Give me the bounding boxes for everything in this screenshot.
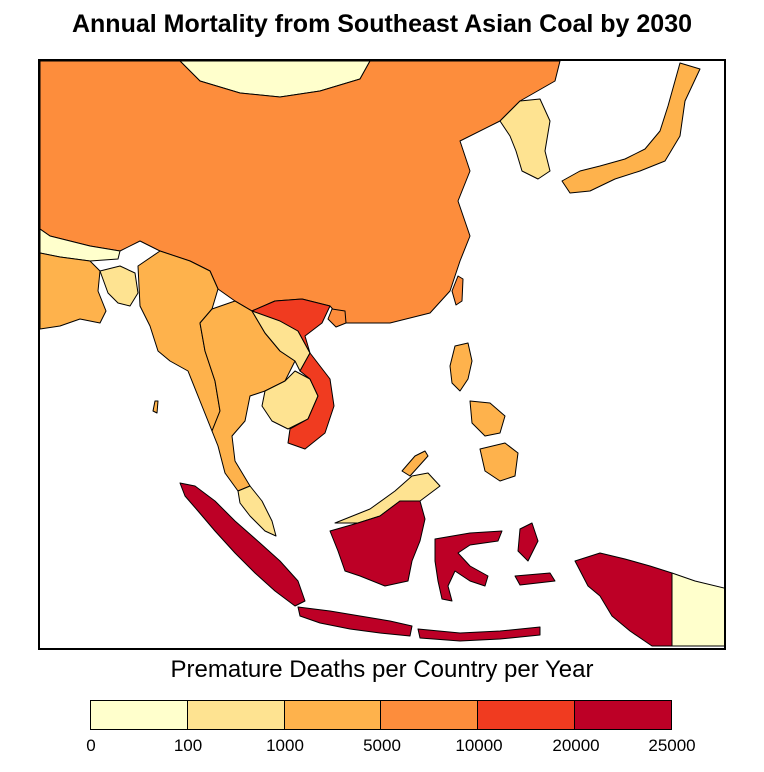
region-hainan xyxy=(327,308,347,328)
region-mindanao xyxy=(479,442,519,482)
region-korea xyxy=(499,98,551,180)
map-title: Annual Mortality from Southeast Asian Co… xyxy=(71,10,693,38)
region-india-east xyxy=(40,252,107,330)
region-malaysia-peninsula xyxy=(237,485,277,537)
map-frame xyxy=(38,59,726,650)
region-papua-new-guinea xyxy=(671,572,724,647)
choropleth-map xyxy=(40,61,724,647)
legend-title: Premature Deaths per Country per Year xyxy=(170,656,594,683)
region-sumatra xyxy=(179,482,306,607)
legend-swatch-2 xyxy=(187,701,285,729)
legend-swatch-3 xyxy=(284,701,382,729)
legend-swatch-6 xyxy=(575,701,671,729)
region-seram xyxy=(514,572,556,586)
region-lesser-sunda xyxy=(417,626,541,642)
region-taiwan xyxy=(451,275,464,306)
legend-tick-2: 1000 xyxy=(266,736,304,755)
region-bangladesh xyxy=(99,265,139,307)
legend-colorbar xyxy=(90,700,672,730)
region-vietnam xyxy=(251,298,335,450)
region-java xyxy=(297,606,413,637)
region-maluku xyxy=(517,522,539,562)
region-luzon xyxy=(449,342,473,392)
legend-swatch-4 xyxy=(381,701,479,729)
region-small-island xyxy=(152,400,159,414)
legend-swatch-1 xyxy=(91,701,188,729)
region-palawan xyxy=(401,450,429,477)
region-sulawesi xyxy=(434,530,503,602)
region-japan xyxy=(561,62,701,194)
legend-tick-3: 5000 xyxy=(363,736,401,755)
legend-tick-6: 25000 xyxy=(648,736,696,755)
legend-tick-4: 10000 xyxy=(455,736,503,755)
region-visayas xyxy=(469,400,506,437)
legend-tick-5: 20000 xyxy=(552,736,600,755)
region-china xyxy=(40,61,561,324)
region-kalimantan xyxy=(329,500,426,587)
legend-tick-1: 100 xyxy=(173,736,203,755)
legend-swatch-5 xyxy=(478,701,576,729)
region-papua xyxy=(574,552,673,647)
legend-tick-0: 0 xyxy=(86,736,96,755)
